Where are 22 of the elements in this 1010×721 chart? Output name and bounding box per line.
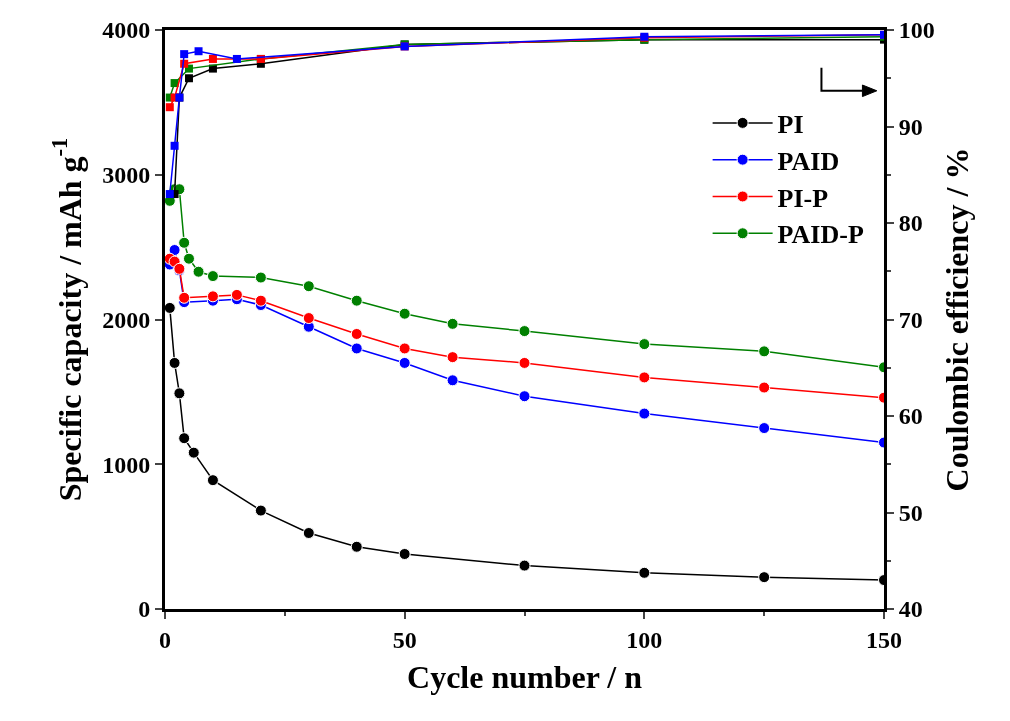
legend-label: PI-P	[777, 183, 829, 213]
legend-label: PAID	[777, 146, 840, 176]
y2-tick-label: 80	[898, 210, 923, 237]
x-axis-title: Cycle number / n	[407, 658, 643, 695]
x-tick-label: 150	[866, 626, 902, 653]
x-tick-label: 0	[159, 626, 171, 653]
x-tick-label: 50	[392, 626, 417, 653]
y2-tick-label: 50	[898, 499, 923, 526]
y-tick-label: 3000	[102, 162, 151, 189]
y-tick-label: 4000	[102, 17, 151, 44]
legend-label: PI	[777, 110, 804, 140]
y2-tick-label: 100	[898, 17, 935, 44]
y-tick-label: 0	[138, 596, 151, 623]
y2-tick-label: 90	[898, 113, 923, 140]
y2-tick-label: 70	[898, 306, 923, 333]
legend-label: PAID-P	[777, 220, 864, 250]
y2-axis-title: Coulombic efficiency / %	[938, 147, 975, 492]
y2-tick-label: 60	[898, 403, 923, 430]
y-tick-label: 2000	[102, 306, 151, 333]
x-tick-label: 100	[626, 626, 663, 653]
y2-tick-label: 40	[898, 596, 923, 623]
y-tick-label: 1000	[102, 451, 151, 478]
